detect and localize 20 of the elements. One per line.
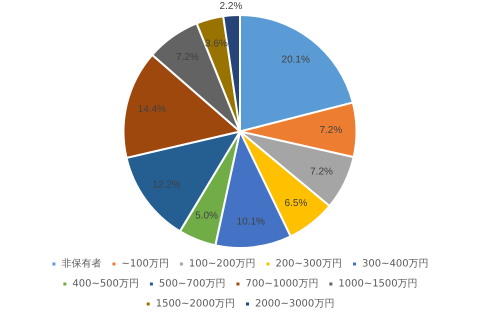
legend-label: 100~200万円: [188, 258, 256, 270]
legend-label: 300~400万円: [362, 258, 429, 270]
legend-label: 1000~1500万円: [338, 278, 418, 290]
data-label: 6.5%: [284, 198, 308, 209]
data-label: 14.4%: [138, 104, 166, 116]
data-label: 7.2%: [310, 166, 334, 178]
data-label: 20.1%: [282, 54, 310, 66]
legend-label: 400~500万円: [72, 278, 139, 290]
data-label: 5.0%: [195, 210, 218, 222]
data-label: 10.1%: [236, 216, 265, 228]
legend-label: 2000~3000万円: [255, 298, 334, 310]
legend-label: 1500~2000万円: [156, 298, 236, 310]
legend-label: 500~700万円: [158, 278, 226, 290]
legend-label: 非保有者: [61, 258, 102, 270]
legend-label: 200~300万円: [275, 258, 342, 270]
legend-label: 700~1000万円: [245, 278, 318, 290]
data-label: 2.2%: [220, 1, 242, 12]
data-label: 12.2%: [152, 180, 181, 191]
data-label: 7.2%: [319, 124, 342, 136]
legend-label: ~100万円: [121, 258, 169, 270]
